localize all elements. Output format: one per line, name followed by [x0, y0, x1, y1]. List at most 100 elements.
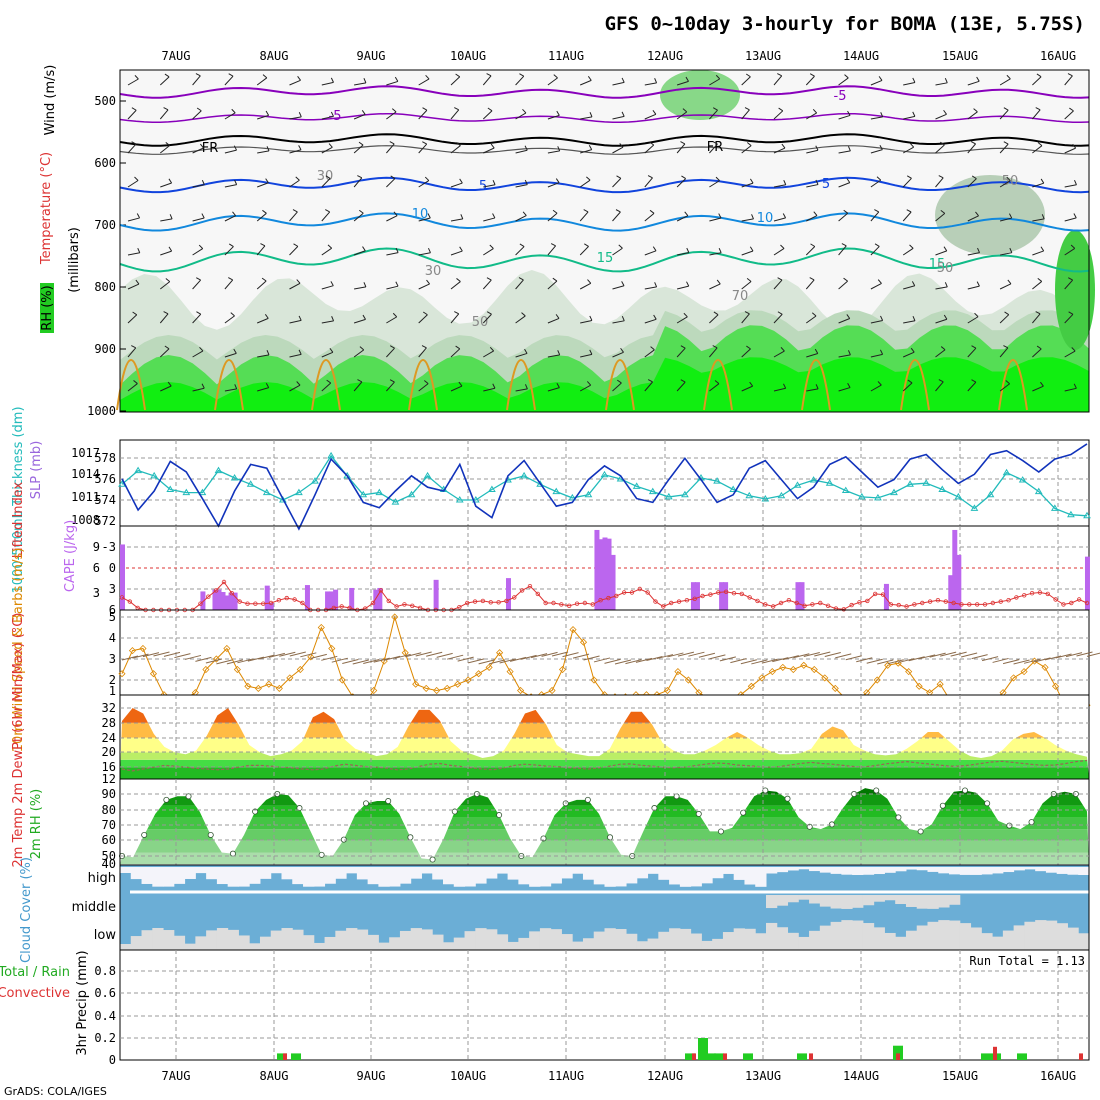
cape-bar — [1084, 556, 1090, 610]
cloud-low — [120, 944, 132, 950]
wind-barb — [805, 246, 816, 256]
wind-barb-feather — [906, 209, 912, 213]
wind-barb-feather — [584, 243, 589, 247]
cape-bar — [610, 554, 616, 610]
wind-barb — [353, 144, 364, 154]
thickness-point — [713, 477, 721, 484]
cloud-low — [884, 932, 896, 950]
rh-point — [740, 809, 747, 816]
wind-speed-point — [317, 623, 325, 632]
li-point — [1029, 591, 1035, 596]
wind-barb — [644, 250, 657, 256]
cloud-low — [303, 935, 315, 950]
cloud-high — [852, 867, 864, 875]
wind-tick-label: 4 — [109, 631, 116, 645]
wind-barb — [1064, 313, 1074, 324]
wind-barb — [257, 317, 269, 324]
wind-barb — [1064, 147, 1076, 154]
thickness-point — [745, 491, 754, 499]
li-tick-label: -3 — [102, 540, 116, 554]
wind-barb — [838, 280, 848, 290]
li-point — [519, 588, 525, 593]
wind-barb-10m — [961, 652, 978, 658]
slp-line — [121, 443, 1088, 531]
wind-barb — [289, 179, 300, 188]
li-point — [865, 598, 870, 604]
wind-barb-10m — [520, 654, 537, 660]
wind-barb-10m — [205, 658, 223, 664]
wind-speed-point — [485, 663, 493, 671]
wind-barb-10m — [363, 659, 380, 664]
wind-barb-feather — [587, 279, 592, 284]
cloud-low — [604, 928, 616, 950]
wind-barb — [1000, 252, 1012, 256]
cloud-high — [798, 867, 810, 870]
rh-point — [784, 795, 791, 802]
wind-barb-feather — [1069, 107, 1074, 112]
cloud-low — [873, 927, 885, 950]
cape-bar — [433, 579, 439, 610]
wind-barb — [999, 180, 1011, 188]
wind-barb-feather — [619, 143, 624, 148]
cloud-high — [679, 867, 692, 887]
wind-barb-feather — [265, 178, 269, 184]
precip-convective-bar — [896, 1053, 900, 1060]
wind-barb-feather — [392, 312, 398, 318]
wind-barb-feather — [970, 141, 976, 145]
li-point — [127, 599, 133, 604]
legend-convective: Convective — [0, 986, 70, 1001]
thickness-point — [1083, 511, 1091, 519]
wind-barb — [741, 145, 752, 154]
wind-barb-10m — [772, 657, 789, 663]
wind-barb — [741, 218, 754, 222]
wind-barb-feather — [262, 74, 268, 79]
wind-barb-feather — [745, 73, 751, 78]
wind-barb — [870, 282, 882, 290]
li-point — [276, 598, 282, 603]
li-tick-label: 3 — [109, 582, 116, 596]
thickness-point — [874, 493, 882, 501]
wind-barb-10m — [1013, 659, 1030, 665]
cape-bar — [602, 537, 608, 610]
wind-barb-feather — [647, 175, 653, 179]
cape-bar — [228, 592, 234, 610]
wind-barb — [257, 150, 270, 154]
wind-barb — [418, 143, 428, 154]
cloud-high — [744, 867, 756, 885]
cloud-high — [862, 867, 875, 875]
rh-patch — [1055, 230, 1095, 350]
cloud-high — [658, 867, 670, 880]
rh-tick-label: 50 — [102, 849, 116, 863]
rh-point — [185, 793, 192, 800]
wind-barb — [741, 348, 751, 358]
cloud-high — [389, 867, 401, 887]
thickness-point — [552, 487, 561, 495]
wind-barb — [870, 319, 883, 324]
wind-barb-10m — [373, 657, 390, 663]
wind-barb-feather — [744, 107, 750, 111]
wind-barb-feather — [550, 243, 556, 247]
cloud-low — [690, 933, 702, 950]
wind-barb — [935, 212, 946, 222]
footer-credit: GrADS: COLA/IGES — [4, 1085, 107, 1098]
thickness-point — [471, 496, 480, 503]
wind-speed-point — [254, 684, 262, 692]
li-point — [496, 600, 501, 605]
thickness-point — [922, 479, 931, 486]
wind-barb-10m — [457, 656, 474, 662]
wind-barb-feather — [971, 379, 977, 383]
wind-barb — [805, 279, 815, 290]
wind-barb-feather — [425, 74, 430, 80]
cape-bar — [333, 589, 339, 610]
wind-barb — [741, 313, 750, 324]
rh-point — [895, 814, 902, 821]
wind-speed-point — [558, 665, 567, 674]
wind-barb-feather — [621, 111, 625, 117]
cloud-low — [701, 940, 713, 950]
wind-barb — [999, 383, 1010, 392]
wind-barb — [418, 383, 429, 392]
cloud-low — [841, 920, 853, 950]
cloud-high — [324, 867, 336, 884]
